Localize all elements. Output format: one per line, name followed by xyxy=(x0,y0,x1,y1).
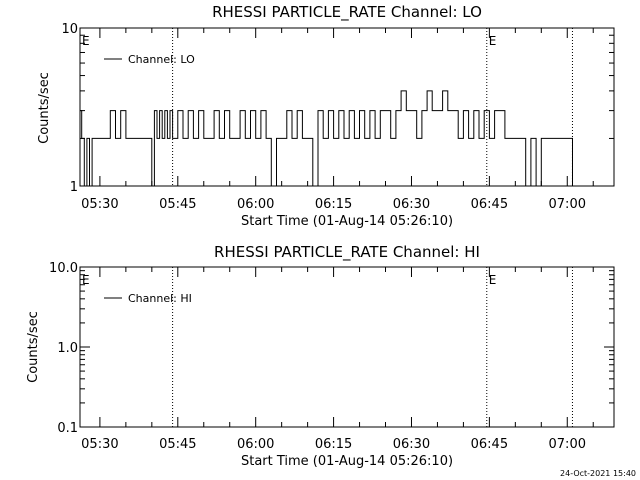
x-tick-label: 07:00 xyxy=(549,197,586,212)
x-tick-label: 05:45 xyxy=(159,437,196,452)
y-axis-label: Counts/sec xyxy=(26,311,41,383)
x-tick-label: 06:15 xyxy=(315,437,352,452)
x-tick-label: 06:45 xyxy=(471,437,508,452)
event-marker-label: E xyxy=(489,34,497,48)
x-tick-label: 06:30 xyxy=(393,197,430,212)
y-tick-label: 10 xyxy=(61,22,78,37)
vertical-lines xyxy=(172,28,573,186)
chart-title: RHESSI PARTICLE_RATE Channel: HI xyxy=(214,243,480,262)
y-tick-label: 0.1 xyxy=(57,421,78,436)
x-axis-ticks xyxy=(99,267,594,427)
event-marker-label: E xyxy=(489,273,497,287)
y-tick-label: 1 xyxy=(70,180,78,195)
legend-label: Channel: HI xyxy=(128,292,192,305)
x-tick-label: 06:45 xyxy=(471,197,508,212)
vertical-lines xyxy=(172,267,573,427)
x-tick-label: 06:00 xyxy=(237,197,274,212)
x-tick-label: 06:00 xyxy=(237,437,274,452)
y-axis-ticks xyxy=(80,270,614,428)
x-axis-label: Start Time (01-Aug-14 05:26:10) xyxy=(241,454,453,469)
chart-title: RHESSI PARTICLE_RATE Channel: LO xyxy=(212,3,482,22)
x-axis-ticks xyxy=(99,28,594,186)
y-tick-labels: 1 10 xyxy=(61,22,78,195)
timestamp-footer: 24-Oct-2021 15:40 xyxy=(560,469,636,478)
series-line xyxy=(80,90,578,187)
legend-label: Channel: LO xyxy=(128,53,195,66)
x-tick-label: 05:45 xyxy=(159,197,196,212)
series-group xyxy=(80,90,578,187)
x-tick-label: 07:00 xyxy=(549,437,586,452)
y-tick-label: 10.0 xyxy=(49,261,78,276)
x-tick-label: 06:30 xyxy=(393,437,430,452)
event-marker-label: E xyxy=(82,273,90,287)
x-tick-label: 05:30 xyxy=(81,437,118,452)
x-axis-label: Start Time (01-Aug-14 05:26:10) xyxy=(241,214,453,229)
y-tick-label: 1.0 xyxy=(57,341,78,356)
y-axis-label: Counts/sec xyxy=(37,72,52,144)
event-marker-label: E xyxy=(82,34,90,48)
x-tick-label: 05:30 xyxy=(81,197,118,212)
panel-lo: RHESSI PARTICLE_RATE Channel: LO Start T… xyxy=(37,3,615,229)
x-tick-label: 06:15 xyxy=(315,197,352,212)
y-tick-labels: 0.1 1.0 10.0 xyxy=(49,261,78,436)
panel-hi: RHESSI PARTICLE_RATE Channel: HI Start T… xyxy=(26,243,615,469)
x-tick-labels: 05:30 05:45 06:00 06:15 06:30 06:45 07:00 xyxy=(81,197,586,212)
x-tick-labels: 05:30 05:45 06:00 06:15 06:30 06:45 07:00 xyxy=(81,437,586,452)
plot-frame xyxy=(79,27,615,187)
plot-frame xyxy=(79,266,615,428)
